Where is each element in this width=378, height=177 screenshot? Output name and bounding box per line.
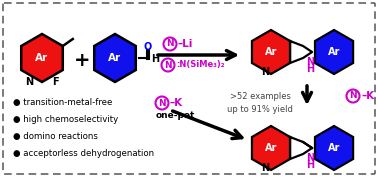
Text: ● domino reactions: ● domino reactions: [13, 133, 98, 141]
Circle shape: [164, 38, 177, 50]
Text: H: H: [306, 64, 314, 74]
Text: N: N: [164, 61, 172, 70]
Text: N: N: [349, 92, 357, 101]
Text: N: N: [306, 57, 314, 67]
Polygon shape: [94, 34, 136, 82]
Circle shape: [347, 90, 359, 102]
Text: N: N: [25, 77, 33, 87]
Text: H: H: [151, 54, 159, 64]
Circle shape: [161, 59, 175, 72]
Text: Ar: Ar: [108, 53, 122, 63]
Text: N: N: [166, 39, 174, 48]
Text: +: +: [74, 50, 90, 70]
Text: N: N: [261, 67, 269, 77]
Polygon shape: [252, 126, 290, 170]
Text: O: O: [144, 42, 152, 52]
Text: –K: –K: [170, 98, 183, 108]
Text: :N(SiMe₃)₂: :N(SiMe₃)₂: [176, 61, 225, 70]
Text: N: N: [158, 98, 166, 107]
Text: ● transition-metal-free: ● transition-metal-free: [13, 98, 112, 107]
Text: –K: –K: [361, 91, 374, 101]
Circle shape: [155, 96, 169, 110]
Text: one-pot: one-pot: [155, 110, 195, 119]
Text: Ar: Ar: [265, 143, 277, 153]
Text: N: N: [306, 153, 314, 163]
Text: >52 examples
up to 91% yield: >52 examples up to 91% yield: [227, 92, 293, 113]
Text: Ar: Ar: [328, 143, 340, 153]
Text: Ar: Ar: [36, 53, 48, 63]
Text: Ar: Ar: [328, 47, 340, 57]
Polygon shape: [252, 30, 290, 74]
Text: ● acceptorless dehydrogenation: ● acceptorless dehydrogenation: [13, 150, 154, 158]
Text: N: N: [261, 163, 269, 173]
FancyBboxPatch shape: [3, 3, 375, 174]
Text: ● high chemoselectivity: ● high chemoselectivity: [13, 116, 118, 124]
Polygon shape: [315, 126, 353, 170]
Text: Ar: Ar: [265, 47, 277, 57]
Text: –Li: –Li: [178, 39, 194, 49]
Text: F: F: [52, 77, 58, 87]
Polygon shape: [21, 34, 63, 82]
Text: H: H: [306, 160, 314, 170]
Polygon shape: [315, 30, 353, 74]
